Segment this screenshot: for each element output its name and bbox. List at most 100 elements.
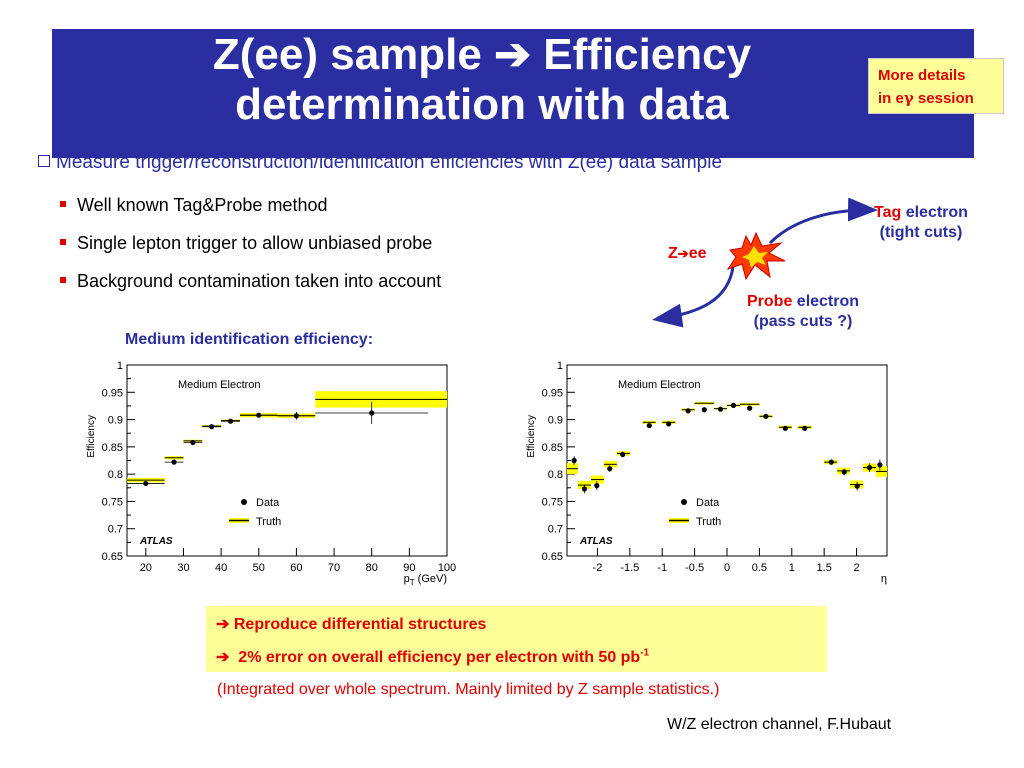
tag-word: Tag <box>874 204 902 221</box>
x-tick-label: -2 <box>593 562 603 574</box>
conclusion-1: ➔ Reproduce differential structures <box>216 614 486 634</box>
title-banner <box>52 29 974 158</box>
footer-credit: W/Z electron channel, F.Hubaut <box>667 716 892 733</box>
data-point <box>571 457 577 464</box>
y-axis-label: Efficiency <box>526 415 537 458</box>
x-tick-label: 1 <box>789 562 795 574</box>
x-axis-label-subscript: T <box>410 578 415 585</box>
data-point <box>594 483 600 489</box>
conclusion-1-text: Reproduce differential structures <box>233 616 487 633</box>
y-axis-label: Efficiency <box>86 415 97 458</box>
legend-data-marker <box>241 499 247 505</box>
atlas-label: ATLAS <box>139 536 173 547</box>
data-point <box>866 464 873 471</box>
data-point <box>369 410 375 416</box>
title-part-2: Efficiency <box>543 30 752 79</box>
plot-frame <box>566 364 888 557</box>
legend-data-label: Data <box>256 497 280 509</box>
x-tick-label: 20 <box>140 562 152 574</box>
tag-arrow <box>768 197 878 245</box>
y-tick-label: 1 <box>117 360 123 372</box>
right-arrow-icon: ➔ <box>677 247 689 262</box>
chart-title: Medium Electron <box>618 379 701 391</box>
y-tick-label: 0.85 <box>542 442 563 454</box>
y-tick-label: 0.75 <box>542 496 563 508</box>
data-point <box>209 424 215 430</box>
legend-data-label: Data <box>696 497 720 509</box>
data-point <box>747 405 753 411</box>
data-point <box>620 451 626 458</box>
sub-bullet-text: Well known Tag&Probe method <box>77 195 328 215</box>
sub-bullet-2: Single lepton trigger to allow unbiased … <box>60 233 432 254</box>
main-bullet: Measure trigger/reconstruction/identific… <box>38 152 722 174</box>
y-tick-label: 0.85 <box>102 442 123 454</box>
y-tick-label: 0.65 <box>542 551 563 563</box>
probe-rest: electron <box>792 293 860 310</box>
legend-truth-label: Truth <box>696 516 721 528</box>
sub-bullet-text: Background contamination taken into acco… <box>77 271 442 291</box>
y-tick-label: 0.7 <box>108 524 123 536</box>
x-tick-label: -0.5 <box>685 562 704 574</box>
x-tick-label: 40 <box>215 562 227 574</box>
ee-label: ee <box>688 245 707 262</box>
title-part-1: Z(ee) sample <box>212 30 482 79</box>
x-tick-label: 50 <box>253 562 265 574</box>
sub-bullet-1: Well known Tag&Probe method <box>60 195 327 216</box>
x-tick-label: 100 <box>438 562 456 574</box>
atlas-label: ATLAS <box>579 536 613 547</box>
probe-arrow <box>652 266 735 328</box>
right-arrow-icon: ➔ <box>494 29 531 80</box>
data-point <box>171 459 177 465</box>
data-point <box>685 408 691 414</box>
explosion-core-icon <box>742 246 768 268</box>
data-point <box>581 486 588 492</box>
tag-rest: electron <box>901 204 968 221</box>
x-tick-label: 2 <box>853 562 859 574</box>
chart-title: Medium Electron <box>178 379 261 391</box>
data-point <box>666 421 672 427</box>
data-point <box>190 439 196 446</box>
x-axis-label-main: η <box>881 573 887 585</box>
square-bullet-icon <box>60 201 66 207</box>
data-point <box>717 406 724 412</box>
title-line-1: Z(ee) sample ➔ Efficiency <box>52 30 912 80</box>
efficiency-vs-eta-chart: 0.65 0.7 0.75 0.8 0.85 0.9 0.95 1 -2 -1.5 -1 -0.5 0 0… <box>526 360 888 585</box>
main-bullet-text: Measure trigger/reconstruction/identific… <box>56 152 723 173</box>
y-tick-label: 0.75 <box>102 496 123 508</box>
gamma-symbol: γ <box>903 89 914 107</box>
x-axis-label-unit: (GeV) <box>415 573 447 585</box>
medium-efficiency-title: Medium identification efficiency: <box>125 331 374 348</box>
y-tick-label: 0.8 <box>548 469 563 481</box>
z-ee-label: Z➔ee <box>668 244 706 265</box>
conclusion-2-text: 2% error on overall efficiency per elect… <box>238 649 641 666</box>
data-point <box>646 422 652 429</box>
data-point <box>143 480 149 487</box>
more-details-suffix: session <box>913 90 974 107</box>
x-tick-label: 90 <box>403 562 415 574</box>
data-point <box>841 469 847 475</box>
conclusions-box: ➔ Reproduce differential structures ➔ 2%… <box>206 606 827 672</box>
data-point <box>854 483 860 489</box>
y-tick-label: 0.65 <box>102 551 123 563</box>
conclusion-2-superscript: -1 <box>640 647 650 659</box>
y-tick-label: 0.8 <box>108 469 123 481</box>
data-point <box>293 413 300 419</box>
sub-bullet-text: Single lepton trigger to allow unbiased … <box>77 233 433 253</box>
statistics-note: (Integrated over whole spectrum. Mainly … <box>217 681 720 698</box>
x-tick-label: 30 <box>177 562 189 574</box>
x-axis-label: pT (GeV) <box>404 573 447 585</box>
x-tick-label: 0.5 <box>752 562 767 574</box>
checkbox-bullet-icon <box>38 155 50 167</box>
x-tick-label: 60 <box>290 562 302 574</box>
legend-data-marker <box>681 499 687 505</box>
y-tick-label: 0.9 <box>548 415 563 427</box>
x-tick-label: 80 <box>366 562 378 574</box>
more-details-note: More details in eγ session <box>868 58 1004 114</box>
data-point <box>763 413 769 419</box>
y-tick-label: 0.95 <box>102 387 123 399</box>
right-arrow-icon: ➔ <box>216 647 230 666</box>
tag-probe-diagram <box>652 197 878 328</box>
data-point <box>782 425 788 431</box>
y-tick-label: 1 <box>557 360 563 372</box>
data-point <box>256 412 262 418</box>
